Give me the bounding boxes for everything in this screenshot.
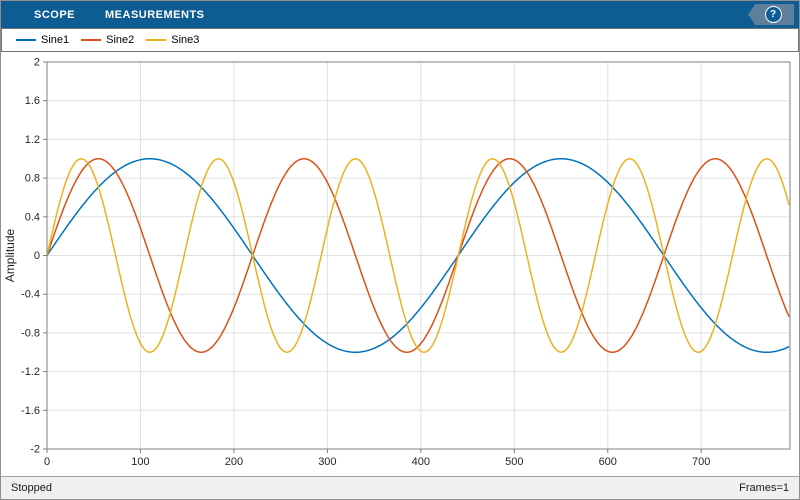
y-axis-label: Amplitude bbox=[3, 229, 17, 283]
frames-indicator: Frames=1 bbox=[739, 482, 789, 494]
x-tick-label: 300 bbox=[318, 456, 336, 468]
legend-item-sine3[interactable]: Sine3 bbox=[146, 34, 199, 46]
y-tick-label: 0.8 bbox=[25, 173, 40, 185]
x-tick-label: 700 bbox=[692, 456, 710, 468]
y-tick-label: 2 bbox=[34, 57, 40, 69]
x-tick-label: 0 bbox=[44, 456, 50, 468]
sine1-line-swatch-icon bbox=[16, 39, 36, 41]
x-tick-label: 100 bbox=[131, 456, 149, 468]
y-tick-label: 1.6 bbox=[25, 95, 40, 107]
y-tick-label: -0.4 bbox=[21, 289, 40, 301]
legend-label: Sine2 bbox=[106, 34, 135, 46]
legend-item-sine1[interactable]: Sine1 bbox=[16, 34, 69, 46]
x-tick-label: 400 bbox=[412, 456, 430, 468]
status-bar: Stopped Frames=1 bbox=[1, 476, 799, 499]
help-icon: ? bbox=[764, 6, 782, 23]
legend-label: Sine1 bbox=[41, 34, 70, 46]
y-tick-label: -0.8 bbox=[21, 327, 40, 339]
x-tick-label: 500 bbox=[505, 456, 523, 468]
plot-area: 0 100 200 300 400 500 600 700 -2 -1.6 -1.2 -0.8 -0.4… bbox=[1, 52, 799, 476]
legend-item-sine2[interactable]: Sine2 bbox=[81, 34, 134, 46]
toolstrip: SCOPE MEASUREMENTS ? bbox=[1, 1, 799, 28]
help-button[interactable]: ? bbox=[748, 4, 794, 25]
sine3-line-swatch-icon bbox=[146, 39, 167, 41]
y-tick-label: 0 bbox=[34, 250, 40, 262]
tab-measurements[interactable]: MEASUREMENTS bbox=[105, 8, 205, 21]
x-tick-label: 600 bbox=[599, 456, 617, 468]
legend-bar: Sine1 Sine2 Sine3 bbox=[1, 28, 799, 52]
x-tick-label: 200 bbox=[225, 456, 243, 468]
y-tick-label: -2 bbox=[30, 444, 40, 456]
y-tick-label: -1.6 bbox=[21, 405, 40, 417]
series-line-sine1 bbox=[46, 158, 790, 354]
y-tick-label: 0.4 bbox=[25, 211, 40, 223]
status-text: Stopped bbox=[11, 482, 52, 494]
y-tick-label: -1.2 bbox=[21, 366, 40, 378]
scope-plot: 0 100 200 300 400 500 600 700 -2 -1.6 -1.2 -0.8 -0.4… bbox=[3, 57, 791, 468]
y-tick-label: 1.2 bbox=[25, 134, 40, 146]
legend-label: Sine3 bbox=[171, 34, 200, 46]
sine2-line-swatch-icon bbox=[81, 39, 102, 41]
tab-scope[interactable]: SCOPE bbox=[34, 8, 76, 21]
series-line-sine3 bbox=[46, 158, 790, 353]
